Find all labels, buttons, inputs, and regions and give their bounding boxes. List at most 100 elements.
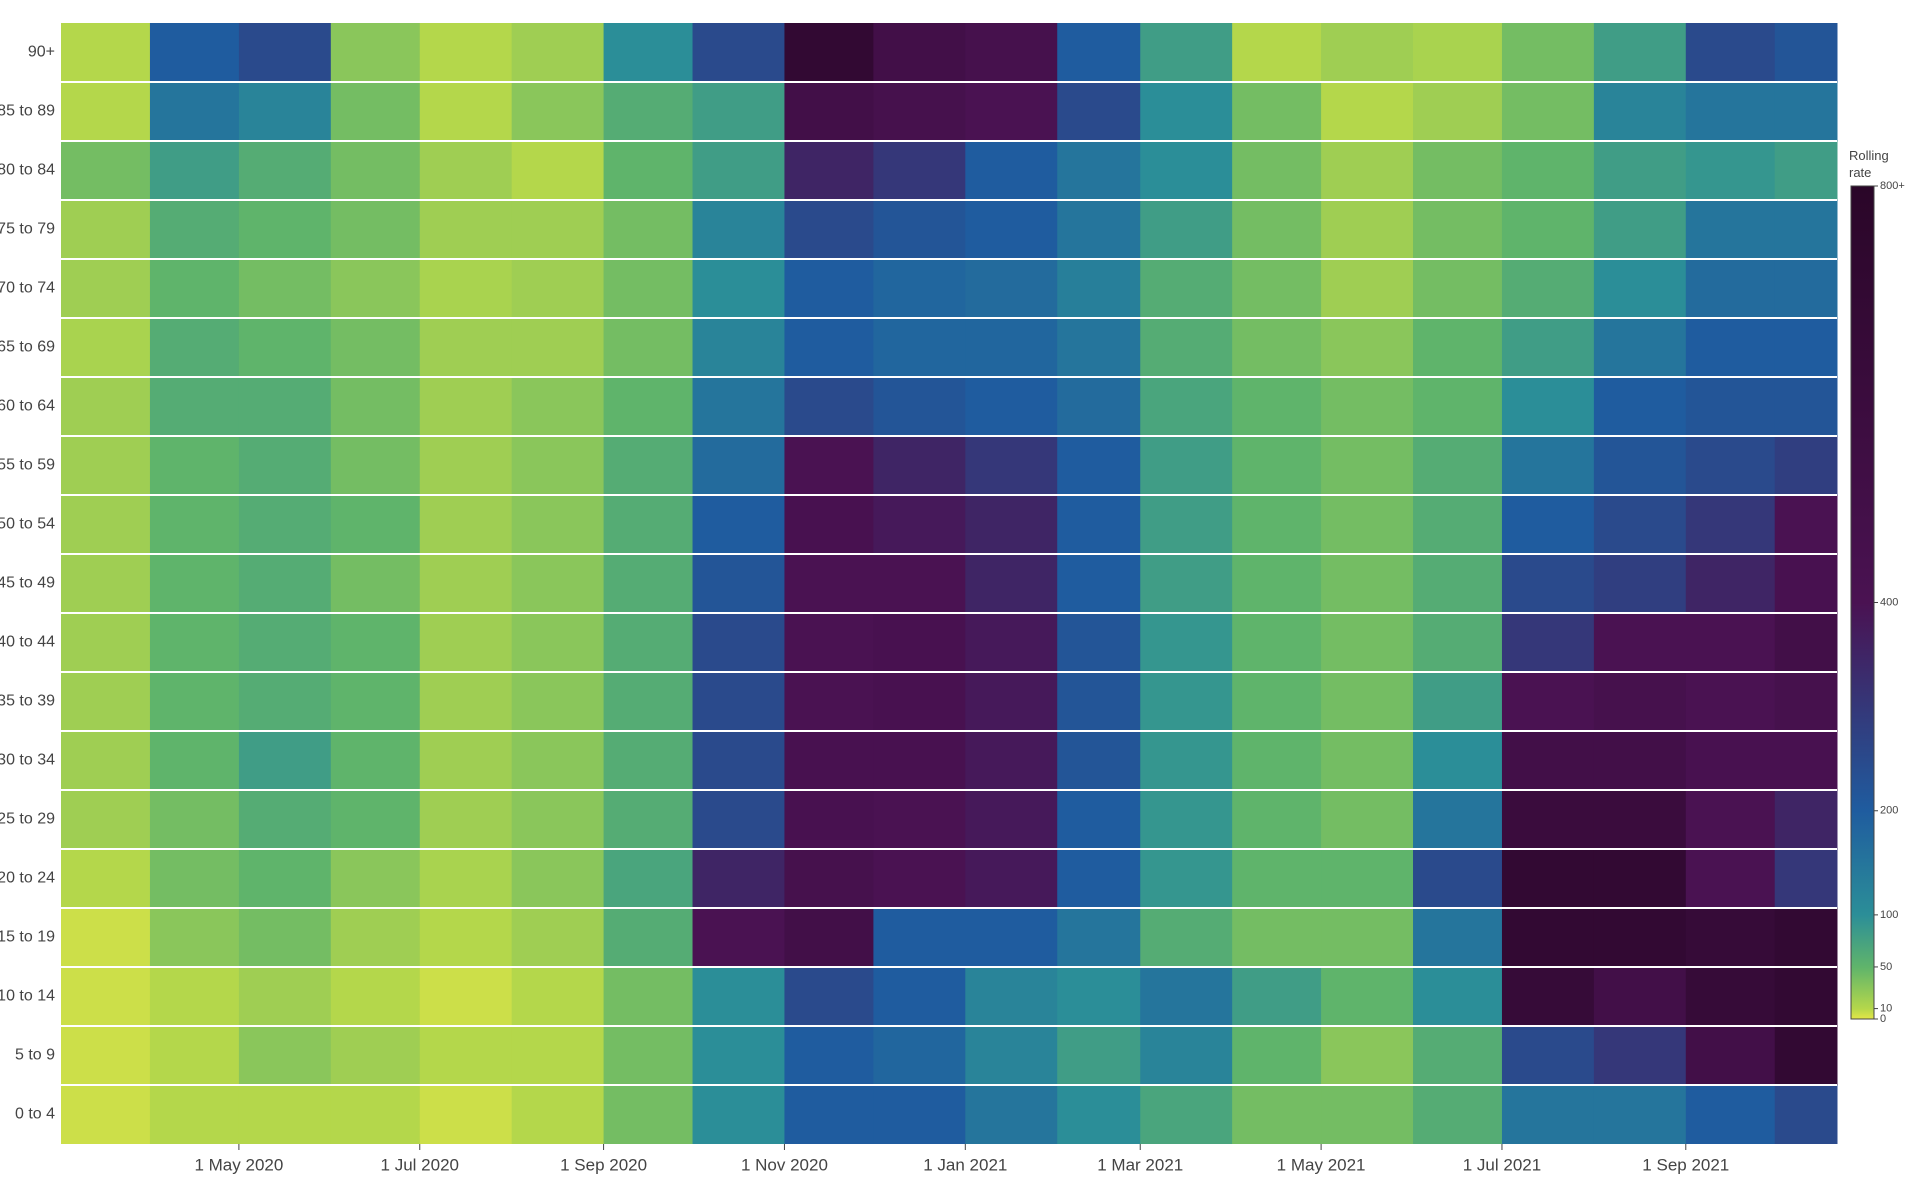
heatmap-cell (419, 318, 513, 377)
heatmap-cell (1685, 495, 1776, 554)
heatmap-cell (965, 82, 1058, 141)
heatmap-cell (1232, 23, 1322, 82)
heatmap-cell (1413, 731, 1503, 790)
heatmap-cell (61, 23, 151, 82)
heatmap-cell (1140, 849, 1233, 908)
heatmap-cell (1321, 731, 1414, 790)
heatmap-cell (692, 731, 785, 790)
heatmap-cell (238, 318, 332, 377)
heatmap-cell (1593, 23, 1687, 82)
heatmap-cell (511, 1085, 605, 1144)
heatmap-cell (1593, 495, 1687, 554)
heatmap-cell (1774, 672, 1838, 731)
heatmap-cell (61, 495, 151, 554)
heatmap-cell (1140, 908, 1233, 967)
heatmap-cell (1140, 318, 1233, 377)
heatmap-cell (61, 377, 151, 436)
heatmap-cell (1057, 141, 1141, 200)
heatmap-cell (511, 200, 605, 259)
heatmap-cell (1501, 141, 1595, 200)
heatmap-cell (1057, 672, 1141, 731)
heatmap-cell (1232, 967, 1322, 1026)
heatmap-cell (330, 495, 421, 554)
heatmap-cell (1501, 318, 1595, 377)
heatmap-cell (1232, 377, 1322, 436)
heatmap-cell (61, 731, 151, 790)
heatmap-cell (1501, 23, 1595, 82)
heatmap-cell (238, 731, 332, 790)
heatmap-cell (1232, 259, 1322, 318)
heatmap-cell (784, 259, 874, 318)
heatmap-cell (1057, 259, 1141, 318)
heatmap-cell (330, 377, 421, 436)
heatmap-cell (1685, 554, 1776, 613)
heatmap-cell (1593, 1026, 1687, 1085)
heatmap-cell (511, 436, 605, 495)
heatmap-cell (873, 200, 966, 259)
heatmap-cell (1774, 436, 1838, 495)
heatmap-cell (692, 141, 785, 200)
heatmap-cell (1593, 967, 1687, 1026)
heatmap-cell (1321, 554, 1414, 613)
heatmap-cell (511, 23, 605, 82)
heatmap-cell (1232, 200, 1322, 259)
heatmap-cell (1685, 731, 1776, 790)
heatmap-cell (238, 554, 332, 613)
x-tick-label: 1 Sep 2020 (560, 1155, 647, 1174)
heatmap-cell (1140, 554, 1233, 613)
heatmap-cell (603, 141, 694, 200)
heatmap-cell (238, 436, 332, 495)
y-tick-label: 60 to 64 (0, 398, 55, 415)
heatmap-cell (419, 790, 513, 849)
heatmap-cell (61, 436, 151, 495)
heatmap-cell (1774, 82, 1838, 141)
heatmap-cell (149, 908, 240, 967)
heatmap-cell (1413, 613, 1503, 672)
heatmap-cell (330, 613, 421, 672)
heatmap-cell (1321, 1085, 1414, 1144)
heatmap-cell (419, 82, 513, 141)
heatmap-cell (1774, 967, 1838, 1026)
heatmap-cell (1232, 436, 1322, 495)
heatmap-cell (419, 613, 513, 672)
heatmap-cell (692, 849, 785, 908)
heatmap-cell (1593, 82, 1687, 141)
heatmap-cell (149, 436, 240, 495)
heatmap-cell (1140, 82, 1233, 141)
heatmap-cell (61, 259, 151, 318)
heatmap-cell (1413, 200, 1503, 259)
heatmap-cell (1321, 436, 1414, 495)
heatmap-cell (330, 82, 421, 141)
heatmap-cell (1232, 908, 1322, 967)
heatmap-cell (603, 908, 694, 967)
y-tick-label: 50 to 54 (0, 516, 55, 533)
heatmap-cell (238, 1085, 332, 1144)
heatmap-cell (603, 495, 694, 554)
heatmap-cell (238, 141, 332, 200)
heatmap-cell (965, 200, 1058, 259)
heatmap-cell (419, 141, 513, 200)
heatmap-cell (419, 672, 513, 731)
heatmap-cell (238, 967, 332, 1026)
heatmap-cell (784, 82, 874, 141)
heatmap-cell (1321, 23, 1414, 82)
y-tick-label: 20 to 24 (0, 870, 55, 887)
y-tick-label: 25 to 29 (0, 811, 55, 828)
heatmap-cell (965, 731, 1058, 790)
x-tick-label: 1 Jul 2021 (1463, 1155, 1541, 1174)
heatmap-cell (1140, 141, 1233, 200)
y-tick-label: 75 to 79 (0, 221, 55, 238)
heatmap-cell (149, 495, 240, 554)
heatmap-cell (1232, 554, 1322, 613)
heatmap-cell (965, 849, 1058, 908)
heatmap-cell (1685, 377, 1776, 436)
x-tick-label: 1 Nov 2020 (741, 1155, 828, 1174)
heatmap-cell (330, 1026, 421, 1085)
heatmap-cell (692, 790, 785, 849)
heatmap-cell (1232, 1085, 1322, 1144)
heatmap-cell (965, 1085, 1058, 1144)
heatmap-cell (1057, 1085, 1141, 1144)
heatmap-cell (1232, 790, 1322, 849)
heatmap-cell (1140, 200, 1233, 259)
